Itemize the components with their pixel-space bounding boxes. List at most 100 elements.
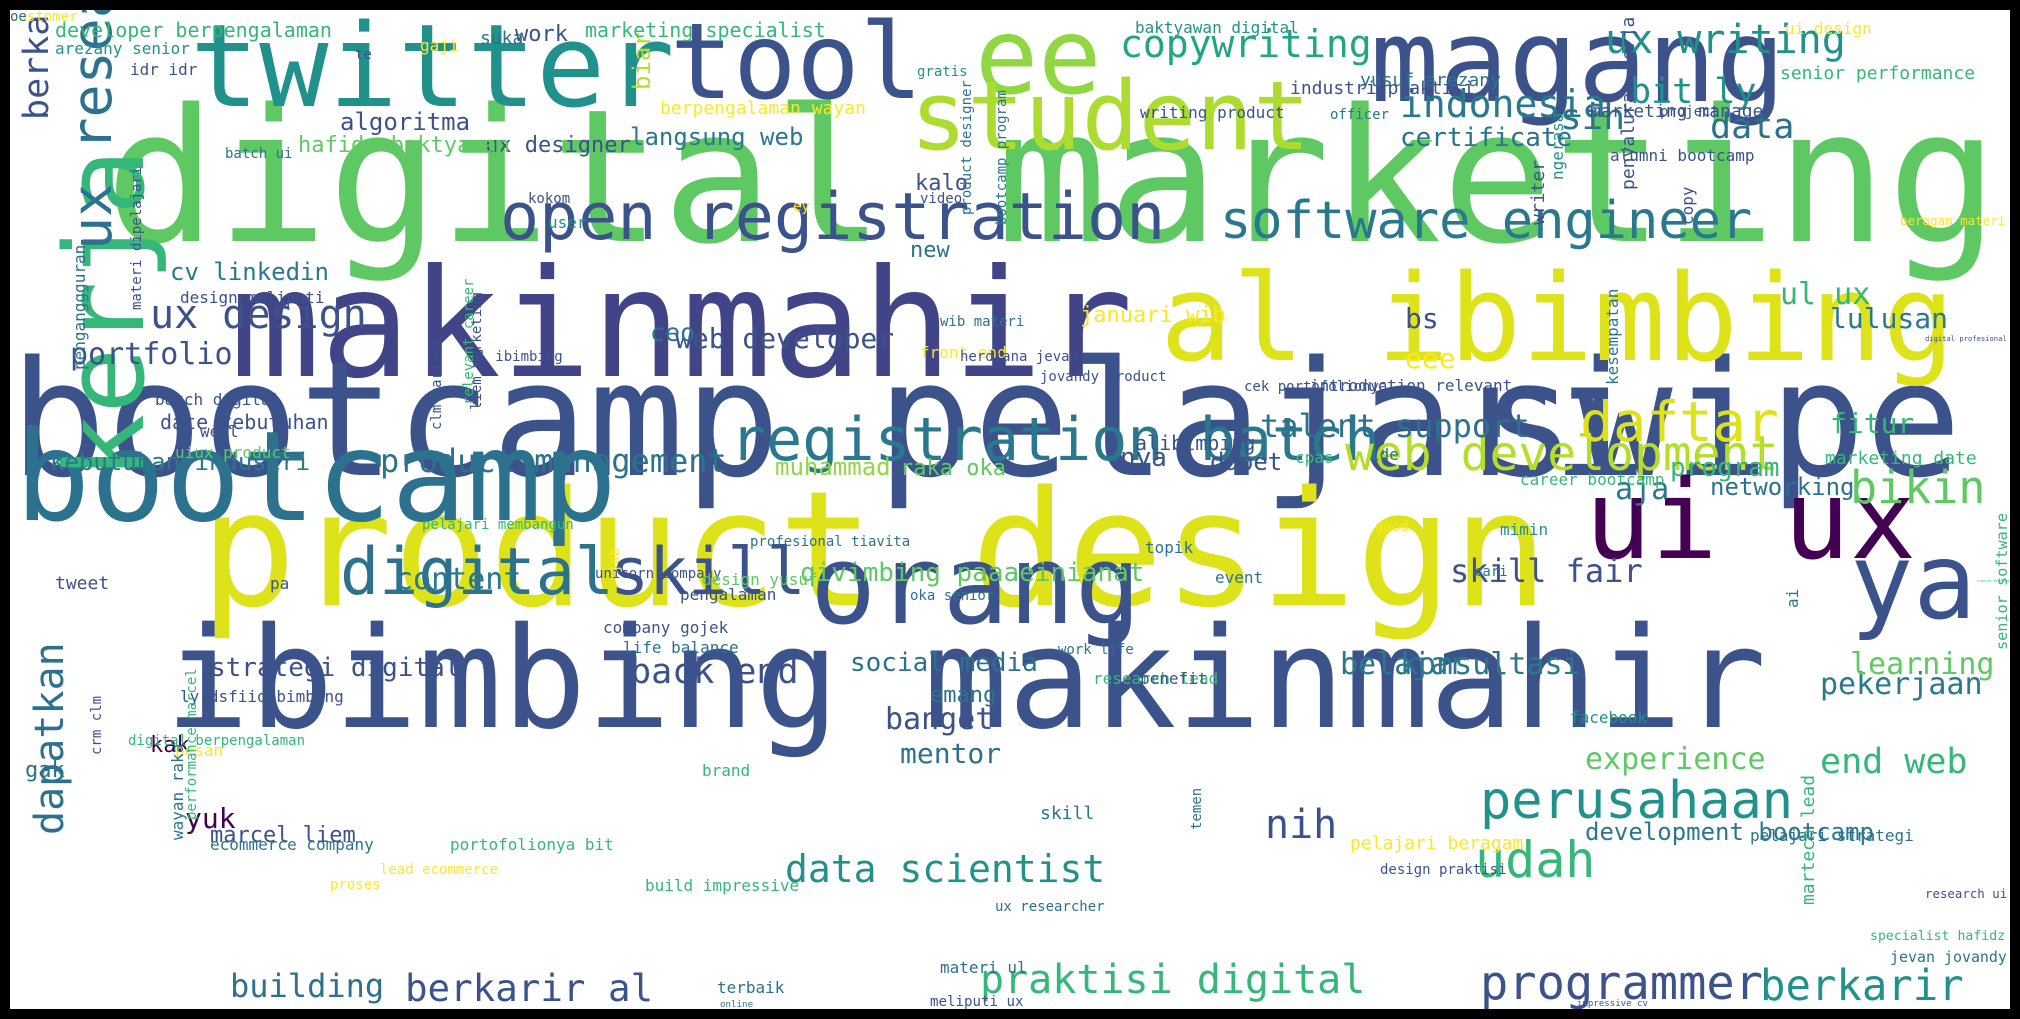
cloud-word: introduction relevant [1310,376,1513,395]
cloud-word: online [720,999,754,1009]
cloud-word: bikin [1850,461,1986,514]
cloud-word: skill fair [1450,552,1643,590]
cloud-word: experience [1585,742,1766,777]
cloud-word: nya [1120,443,1167,473]
cloud-word: pesan [175,741,224,760]
cloud-word: ai [1783,588,1802,608]
cloud-word: magang [1370,10,1786,129]
cloud-word: front end [920,343,1007,362]
cloud-word: ngerasa [1548,112,1567,180]
cloud-word: data scientist [785,847,1106,891]
cloud-word: officer [1330,107,1390,123]
cloud-word: algoritma [340,108,471,136]
cloud-word: jevan jovandy [1890,948,2007,966]
cloud-word: pekerjaan [1820,667,1983,702]
cloud-word: good [1375,519,1409,535]
cloud-word: copy [1678,186,1697,225]
cloud-word: beragam materi [1900,213,2006,228]
cloud-word: proses [330,877,381,893]
cloud-word: terbaik [717,978,785,997]
cloud-word: kokom [528,191,571,207]
cloud-word: data [1710,107,1795,147]
cloud-word: dapet [1210,448,1283,476]
cloud-word: ceo [650,318,696,347]
cloud-word: marketing date [1825,448,1977,469]
cloud-word: benefit [1140,669,1208,688]
cloud-word: networking [1710,473,1855,501]
cloud-word: writing product [1140,103,1285,122]
cloud-word: topik [1145,538,1194,557]
cloud-word: development bootcamp [1585,818,1874,846]
cloud-word: cpas [1295,448,1334,467]
cloud-word: fitur [1830,407,1915,440]
cloud-word: pa [270,574,290,593]
cloud-word: baktyawan digital [1135,18,1299,37]
cloud-word: skill [610,535,806,610]
cloud-word: brand [702,761,751,780]
cloud-word: penganggguran [70,244,89,370]
cloud-word: marketing specialist [585,18,826,42]
cloud-word: digital marketing [105,69,1999,285]
cloud-word: daftar [1580,390,1779,454]
cloud-word: gratis [917,64,968,80]
cloud-word: pelajari beragam [1350,833,1524,854]
cloud-word: cek portofolionya [1244,379,1388,395]
cloud-word: ey [793,199,810,215]
cloud-word: content [395,562,522,597]
cloud-word: perusahaan [1480,771,1794,831]
cloud-word: jovandy product [1040,369,1167,385]
cloud-word: materi ul [940,958,1027,977]
cloud-word: indonesia [1400,82,1606,126]
cloud-word: muhammad [775,453,891,481]
cloud-word: work life [1058,642,1134,658]
cloud-word: dapatkan [27,642,73,835]
cloud-word: senior performance [1780,63,1976,84]
cloud-word: design praktisi [1380,862,1507,878]
cloud-word: ya [1850,521,1977,643]
cloud-word: software engineer [1220,191,1753,251]
cloud-word: web developer [675,322,895,355]
cloud-word: talent support [1260,407,1530,445]
cloud-word: ui design [1785,19,1872,38]
cloud-word: profesional tiavita [750,534,911,550]
cloud-word: penyaluran kerja [1618,16,1639,190]
cloud-word: project [1660,104,1720,120]
cloud-word: web development [1345,426,1779,482]
cloud-word: ibimbing makinmahir [165,598,1767,761]
cloud-word: suka [480,28,524,49]
cloud-word: portofolionya bit [450,835,614,854]
cloud-word: raka oka [900,456,1006,481]
cloud-word: eee [1405,342,1456,375]
cloud-word: customer [10,10,78,25]
cloud-word: cari [1474,564,1508,580]
cloud-word: program [1670,453,1780,483]
cloud-word: impressive cv [1577,999,1648,1009]
cloud-word: bs [1405,302,1439,335]
cloud-word: temen [1189,787,1205,830]
cloud-word: gaji [420,36,459,55]
cloud-word: wib materi [940,314,1025,330]
cloud-word: berkarir [1760,961,1964,1009]
cloud-word: ee [975,10,1102,118]
cloud-word: digital [340,535,614,610]
cloud-word: alumni bootcamp [1610,146,1755,165]
cloud-word: portfolio [70,337,233,372]
cloud-word: performance marcel [184,668,200,820]
cloud-word: back end [630,652,799,692]
cloud-word: programmer [1480,956,1763,1009]
cloud-word: al ibimbing [470,349,563,365]
cloud-word: ux researcher [995,899,1105,915]
cloud-word: materi dipelajari [129,166,145,310]
cloud-word: orang [810,521,1142,649]
cloud-word: yusuf arezany [1360,70,1501,91]
cloud-word: skill [1040,803,1095,824]
cloud-word: marketing manager [1590,101,1775,122]
cloud-word: digital berpengalaman [128,733,306,749]
cloud-word: research ui [1925,886,2008,901]
cloud-word: mimin [1500,520,1549,539]
cloud-word: ecommerce company [210,835,374,854]
cloud-word: product design [200,456,1549,643]
cloud-word: well [200,422,239,441]
cloud-word: bootcamp program [994,90,1010,225]
